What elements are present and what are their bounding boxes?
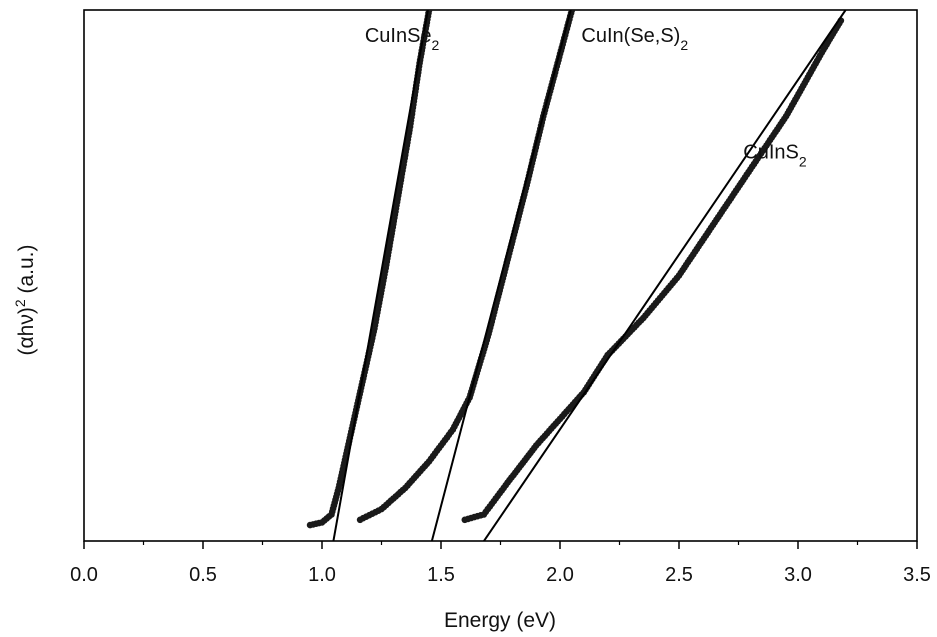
series-label-name: CuIn(Se,S)	[581, 25, 680, 47]
series-label-1: CuIn(Se,S)2	[581, 25, 688, 53]
x-tick-label: 2.5	[665, 564, 693, 586]
series-label-sub: 2	[799, 154, 807, 170]
x-tick-label: 1.5	[427, 564, 455, 586]
x-tick-label: 0.0	[70, 564, 98, 586]
x-tick-label: 1.0	[308, 564, 336, 586]
series-label-sub: 2	[680, 37, 688, 53]
x-axis-title: Energy (eV)	[444, 609, 556, 632]
series-label-name: CuInSe	[365, 25, 432, 47]
data-layer	[306, 10, 847, 541]
x-tick-label: 0.5	[189, 564, 217, 586]
y-axis-title: (αhν)2 (a.u.)	[12, 245, 38, 356]
series-label-2: CuInS2	[743, 142, 807, 170]
x-tick-label: 3.0	[784, 564, 812, 586]
series-label-sub: 2	[432, 37, 440, 53]
y-axis-title-sup: 2	[12, 299, 28, 307]
fit-line-0	[332, 10, 429, 541]
x-axis: 0.0 0.5 1.0 1.5 2.0 2.5 3.0 3.5	[70, 541, 931, 586]
x-tick-label: 3.5	[903, 564, 931, 586]
x-tick-label: 2.0	[546, 564, 574, 586]
series-label-name: CuInS	[743, 142, 799, 164]
series-2	[461, 17, 845, 524]
y-axis-title-base: (αhν)	[15, 307, 38, 355]
fit-line-2	[482, 10, 847, 541]
series-0	[306, 10, 433, 529]
fit-line-1	[430, 10, 572, 541]
series-label-0: CuInSe2	[365, 25, 440, 53]
y-axis-title-tail: (a.u.)	[15, 245, 38, 300]
